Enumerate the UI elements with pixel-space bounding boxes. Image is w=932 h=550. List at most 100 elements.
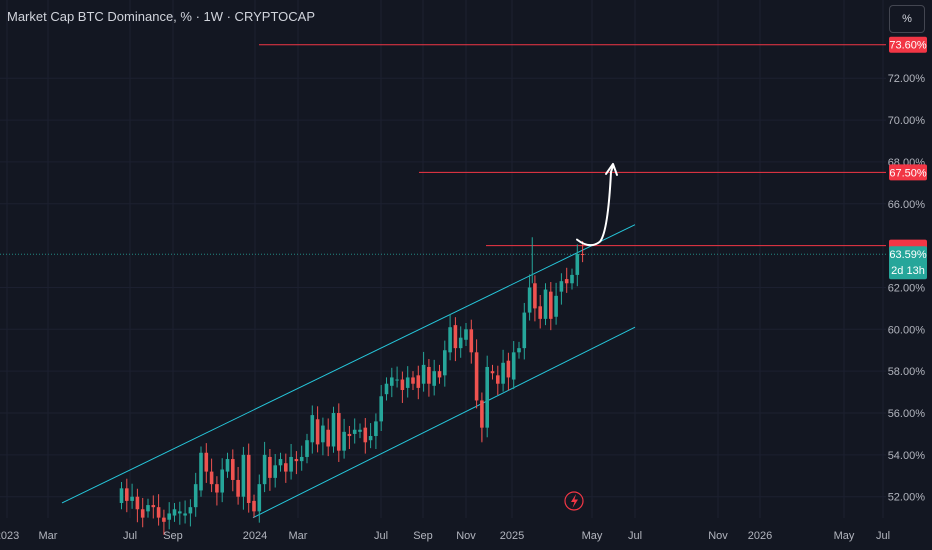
time-axis-label: Jul <box>374 530 388 542</box>
candle-body <box>480 400 484 428</box>
price-axis-label: 62.00% <box>888 282 926 294</box>
price-axis-label: 60.00% <box>888 324 926 336</box>
candle-body <box>390 377 394 386</box>
unit-toggle-button[interactable]: % <box>889 5 925 33</box>
price-axis-label: 70.00% <box>888 115 926 127</box>
candle-body <box>321 425 325 443</box>
candle-body <box>517 348 521 353</box>
candle-body <box>167 513 171 520</box>
candle-body <box>294 459 299 462</box>
candle-body <box>437 371 442 378</box>
time-axis-label: Sep <box>413 530 433 542</box>
candle-body <box>543 289 548 319</box>
price-axis[interactable]: 52.00% 54.00% 56.00% 58.00% 60.00% 62.00% 66.0… <box>888 73 926 503</box>
level-price-tag-label: 73.60% <box>889 40 927 52</box>
candle-body <box>326 429 330 447</box>
candle-body <box>575 253 580 275</box>
candle-body <box>538 306 542 319</box>
candle-body <box>315 419 320 445</box>
candle-body <box>527 287 532 313</box>
price-axis-label: 66.00% <box>888 199 926 211</box>
candle-body <box>347 433 352 437</box>
price-axis-label: 56.00% <box>888 408 926 420</box>
candle-body <box>299 456 304 462</box>
time-axis-label: Mar <box>289 530 308 542</box>
candle-body <box>125 488 129 501</box>
candle-body <box>151 505 156 508</box>
candle-body <box>474 352 479 401</box>
candle-body <box>130 496 134 501</box>
channel-lower-line[interactable] <box>252 326 636 519</box>
candle-body <box>284 463 288 472</box>
candle-body <box>363 427 368 443</box>
candle-body <box>405 377 410 388</box>
candle-body <box>289 456 293 472</box>
candlestick-series <box>119 237 585 535</box>
candle-body <box>135 496 140 510</box>
lightning-icon-ring[interactable] <box>564 491 584 511</box>
time-axis[interactable]: 2023 Mar Jul Sep 2024 Mar Jul Sep Nov 2025 May Jul N… <box>0 530 890 542</box>
candle-body <box>331 413 336 447</box>
lightning-icon[interactable] <box>564 491 584 511</box>
candle-body <box>225 459 230 472</box>
candle-body <box>458 337 463 349</box>
candle-body <box>252 500 256 512</box>
time-axis-label: Jul <box>628 530 642 542</box>
candle-body <box>257 484 262 512</box>
candle-body <box>464 329 468 340</box>
candle-body <box>469 329 474 353</box>
level-price-tag-label: 67.50% <box>889 167 927 179</box>
last-price-tag <box>889 246 927 280</box>
channel-upper-line[interactable] <box>61 224 636 504</box>
candle-body <box>140 509 145 518</box>
trend-channel[interactable] <box>61 224 636 519</box>
candle-body <box>427 366 431 384</box>
candle-body <box>395 379 399 381</box>
candle-body <box>485 366 489 428</box>
price-tags: 73.60% 67.50% 63.59% 2d 13h <box>889 36 927 280</box>
candle-body <box>400 379 405 390</box>
time-axis-label: May <box>834 530 855 542</box>
candle-body <box>496 375 500 384</box>
time-axis-label: 2026 <box>748 530 772 542</box>
candle-body <box>178 511 182 514</box>
horizontal-levels <box>0 44 886 255</box>
time-axis-label: Jul <box>123 530 137 542</box>
candle-body <box>278 459 283 466</box>
countdown-label: 2d 13h <box>891 265 925 277</box>
time-axis-label: Sep <box>163 530 183 542</box>
candle-body <box>337 413 341 451</box>
candle-body <box>162 517 166 522</box>
candle-body <box>236 479 240 497</box>
candle-body <box>533 283 537 309</box>
candle-body <box>342 431 346 451</box>
arrow-annotation[interactable] <box>576 162 618 247</box>
candle-body <box>432 371 436 386</box>
time-axis-label: 2024 <box>243 530 267 542</box>
candle-body <box>310 415 315 443</box>
candle-body <box>443 350 447 376</box>
time-axis-label: May <box>582 530 603 542</box>
candle-body <box>246 454 251 503</box>
lightning-icon-bolt[interactable] <box>571 494 578 508</box>
candle-body <box>368 436 373 441</box>
candle-body <box>358 429 362 432</box>
candle-body <box>209 471 214 485</box>
time-axis-label: Jul <box>876 530 890 542</box>
time-axis-label: 2023 <box>0 530 19 542</box>
time-axis-label: 2025 <box>500 530 524 542</box>
arrow-head[interactable] <box>605 162 618 176</box>
candle-body <box>554 295 558 317</box>
candle-body <box>448 327 452 353</box>
candle-body <box>490 371 495 374</box>
arrow-path[interactable] <box>576 164 614 247</box>
time-axis-label: Nov <box>708 530 728 542</box>
candle-body <box>220 469 224 493</box>
candle-body <box>549 291 553 319</box>
candle-body <box>262 454 267 485</box>
candle-body <box>411 377 415 384</box>
candle-body <box>379 396 383 422</box>
candle-body <box>305 440 309 457</box>
candle-body <box>453 325 458 349</box>
